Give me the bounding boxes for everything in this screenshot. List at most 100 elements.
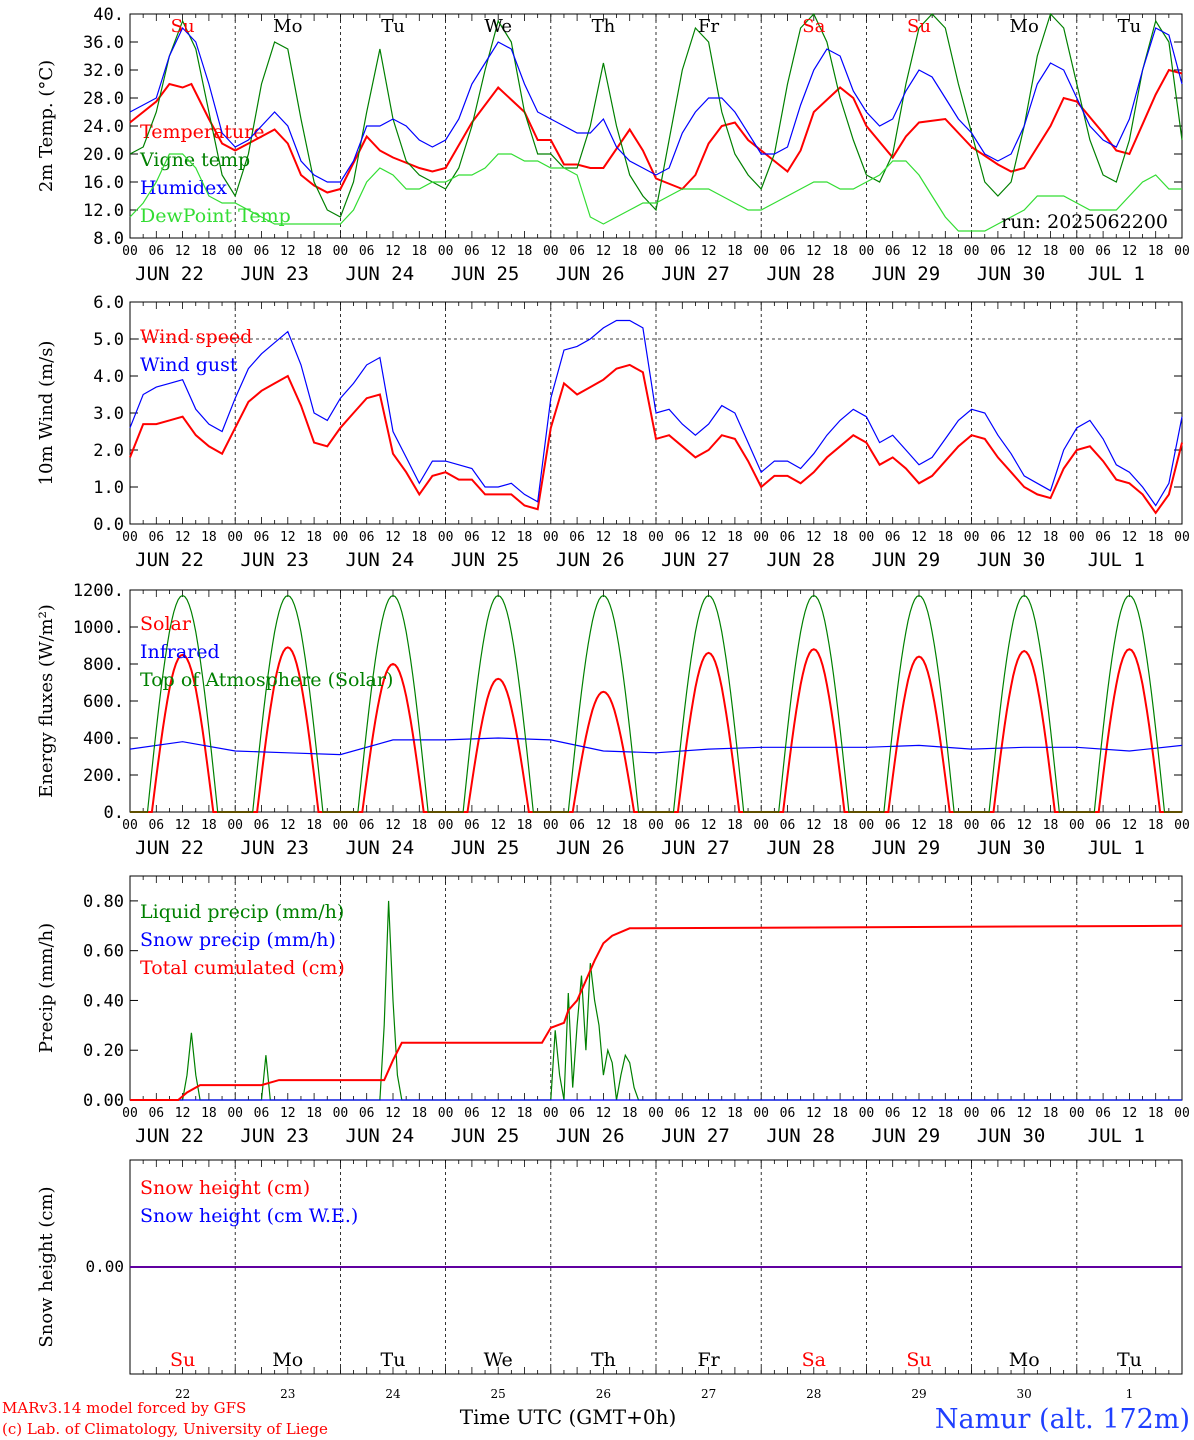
day-number-label: 1 — [1126, 1387, 1134, 1401]
hour-tick-label: 12 — [806, 530, 822, 545]
chart-panel-temperature: 40. 36.0 32.0 28.0 24.0 20.0 16.0 12.0 8.0 2m Tem… — [36, 5, 1190, 285]
hour-tick-label: 06 — [464, 1106, 480, 1121]
date-label: JUN 29 — [872, 837, 941, 859]
hour-tick-label: 18 — [1148, 1106, 1164, 1121]
hour-tick-label: 00 — [859, 818, 875, 833]
y-tick-label: 8.0 — [93, 229, 124, 249]
y-tick-label: 12.0 — [83, 201, 124, 221]
y-tick-label: 0.0 — [93, 515, 124, 535]
series-line-vigne-temp — [129, 12, 1183, 218]
hour-tick-label: 06 — [359, 244, 375, 259]
hour-tick-label: 00 — [333, 818, 349, 833]
hour-tick-label: 18 — [306, 244, 322, 259]
hour-tick-label: 12 — [280, 818, 296, 833]
legend-entry: Snow height (cm W.E.) — [140, 1205, 358, 1227]
hour-tick-label: 06 — [885, 244, 901, 259]
date-label: JUN 27 — [661, 549, 730, 571]
weekday-label: Su — [171, 16, 195, 37]
y-tick-label: 1000. — [73, 618, 124, 638]
hour-tick-label: 12 — [280, 244, 296, 259]
hour-tick-label: 00 — [438, 244, 454, 259]
legend-entry: Vigne temp — [139, 149, 250, 171]
hour-tick-label: 06 — [780, 530, 796, 545]
legend-entry: DewPoint Temp — [140, 205, 291, 227]
chart-panel-snow: 0.00 Snow height (cm) Snow height (cm) Snow… — [36, 1159, 1183, 1401]
y-axis-title: 2m Temp. (°C) — [36, 60, 57, 192]
date-label: JUN 30 — [977, 837, 1046, 859]
hour-tick-label: 06 — [254, 1106, 270, 1121]
hour-tick-label: 12 — [806, 1106, 822, 1121]
hour-tick-label: 06 — [569, 1106, 585, 1121]
hour-tick-label: 06 — [569, 530, 585, 545]
hour-tick-label: 18 — [937, 1106, 953, 1121]
series-line-humidex — [129, 26, 1183, 183]
y-axis-title: Energy fluxes (W/m²) — [36, 604, 57, 798]
y-axis-title: Precip (mm/h) — [36, 923, 57, 1053]
hour-tick-label: 00 — [543, 1106, 559, 1121]
date-label: JUN 28 — [766, 1125, 835, 1147]
date-label: JUN 30 — [977, 263, 1046, 285]
hour-tick-label: 18 — [306, 1106, 322, 1121]
hour-tick-label: 00 — [964, 244, 980, 259]
y-tick-label: 600. — [83, 692, 124, 712]
series-line-dewpoint-temp — [129, 153, 1182, 232]
hour-tick-label: 18 — [622, 1106, 638, 1121]
hour-tick-label: 06 — [148, 244, 164, 259]
date-label: JUN 26 — [556, 263, 625, 285]
hour-tick-label: 18 — [1148, 818, 1164, 833]
date-label: JUN 26 — [556, 837, 625, 859]
hour-tick-label: 06 — [569, 244, 585, 259]
hour-tick-label: 18 — [937, 244, 953, 259]
weekday-label: Mo — [273, 16, 302, 37]
date-label: JUN 22 — [135, 1125, 204, 1147]
date-label: JUN 22 — [135, 549, 204, 571]
hour-tick-label: 00 — [438, 818, 454, 833]
hour-tick-label: 12 — [596, 1106, 612, 1121]
y-tick-label: 40. — [93, 5, 124, 25]
series-line-top-of-atmosphere-solar- — [130, 594, 1182, 813]
date-label: JUN 24 — [346, 263, 415, 285]
date-label: JUN 22 — [135, 263, 204, 285]
hour-tick-label: 12 — [911, 1106, 927, 1121]
hour-tick-label: 06 — [1095, 1106, 1111, 1121]
weekday-label: Tu — [381, 16, 405, 37]
hour-tick-label: 18 — [832, 818, 848, 833]
hour-tick-label: 06 — [1095, 244, 1111, 259]
legend-entry: Wind gust — [140, 354, 238, 376]
legend-entry: Solar — [140, 613, 192, 635]
hour-tick-label: 06 — [148, 1106, 164, 1121]
hour-tick-label: 12 — [175, 530, 191, 545]
hour-tick-label: 12 — [1016, 1106, 1032, 1121]
hour-tick-label: 06 — [148, 530, 164, 545]
hour-tick-label: 00 — [438, 530, 454, 545]
date-label: JUN 24 — [346, 837, 415, 859]
hour-tick-label: 18 — [622, 818, 638, 833]
y-axis-title: 10m Wind (m/s) — [36, 341, 57, 486]
weekday-label: Tu — [1118, 16, 1142, 37]
date-label: JUN 30 — [977, 1125, 1046, 1147]
day-number-label: 23 — [280, 1387, 295, 1401]
hour-tick-label: 06 — [1095, 530, 1111, 545]
date-label: JUN 27 — [661, 263, 730, 285]
hour-tick-label: 18 — [1043, 530, 1059, 545]
hour-tick-label: 06 — [885, 530, 901, 545]
y-tick-label: 0.60 — [83, 942, 124, 962]
hour-tick-label: 00 — [753, 818, 769, 833]
hour-tick-label: 18 — [937, 818, 953, 833]
hour-tick-label: 06 — [254, 818, 270, 833]
credit-line-2: (c) Lab. of Climatology, University of L… — [2, 1420, 328, 1438]
hour-tick-label: 00 — [1174, 818, 1190, 833]
hour-tick-label: 00 — [964, 1106, 980, 1121]
y-tick-label: 200. — [83, 766, 124, 786]
hour-tick-label: 00 — [333, 1106, 349, 1121]
series-line-total-cumulated-cm- — [130, 924, 1183, 1101]
date-label: JUN 28 — [766, 549, 835, 571]
hour-tick-label: 00 — [227, 818, 243, 833]
y-tick-label: 0.80 — [83, 892, 124, 912]
day-number-label: 25 — [491, 1387, 506, 1401]
hour-tick-label: 06 — [674, 818, 690, 833]
hour-tick-label: 18 — [517, 818, 533, 833]
hour-tick-label: 12 — [1016, 244, 1032, 259]
y-tick-label: 28.0 — [83, 89, 124, 109]
legend-entry: Temperature — [140, 121, 264, 143]
